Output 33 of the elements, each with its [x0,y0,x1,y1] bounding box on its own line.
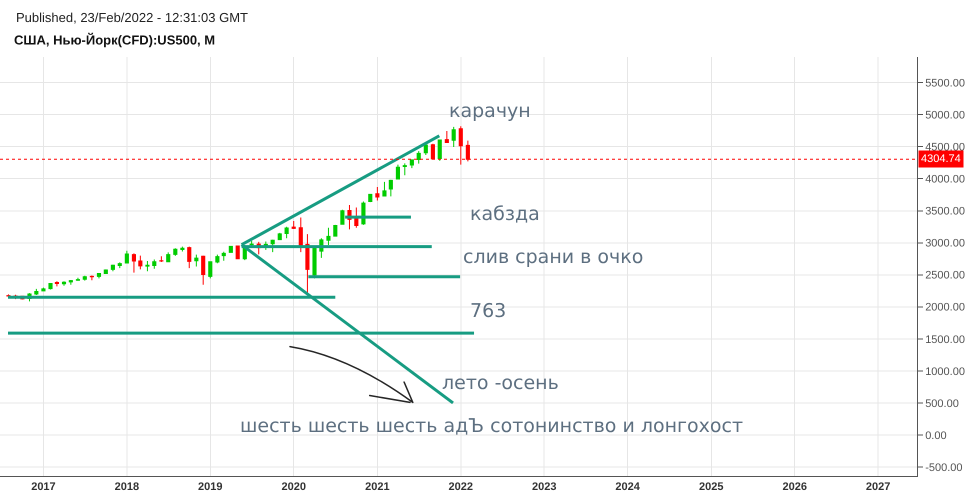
y-tick-label: -500.00 [925,462,963,474]
x-tick-label: 2021 [365,481,390,494]
x-tick-label: 2020 [281,481,306,494]
y-tick-label: 500.00 [925,398,959,410]
y-tick-label: 3500.00 [925,206,965,218]
x-tick-label: 2024 [615,481,641,494]
x-tick-label: 2023 [532,481,556,494]
y-tick-label: 2500.00 [925,270,965,282]
annotation: кабзда [470,203,540,225]
y-tick-label: 3000.00 [925,238,965,250]
y-tick-label: 4000.00 [925,174,965,186]
y-tick-label: 2000.00 [925,302,965,314]
annotation: лето -осень [442,372,559,394]
x-tick-label: 2018 [114,481,140,494]
annotation: шесть шесть шесть адЪ сотонинство и лонгохост [240,415,744,437]
x-tick-label: 2017 [31,481,56,494]
text: Published, 23/Feb/2022 - 12:31:03 GMT [16,10,248,25]
x-tick-label: 2026 [782,481,807,494]
annotation: слив срани в очко [463,246,644,268]
x-tick-label: 2019 [198,481,223,494]
x-tick-label: 2025 [699,481,724,494]
chart-title: США, Нью-Йорк(CFD):US500, M [14,32,216,48]
y-tick-label: 5500.00 [925,77,965,90]
y-tick-label: 1500.00 [925,334,965,346]
annotation: 763 [470,300,506,322]
y-tick-label: 5000.00 [925,110,965,122]
x-tick-label: 2022 [448,481,474,494]
y-tick-label: 1000.00 [925,366,965,378]
y-tick-label: 4500.00 [925,142,965,154]
y-tick-label: 0.00 [925,430,947,442]
ref-line-label: 4304.74 [921,153,961,165]
annotation: карачун [449,100,531,122]
x-tick-label: 2027 [866,481,890,494]
